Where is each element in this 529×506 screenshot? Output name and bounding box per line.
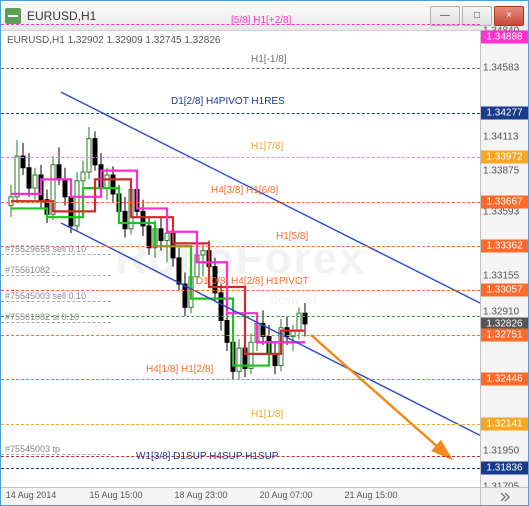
watermark-sub: —— ПРОГНОЗ —— ПОЛУЧИ xyxy=(165,295,317,307)
x-tick: 21 Aug 15:00 xyxy=(344,490,397,500)
y-price-box: 1.34888 xyxy=(481,31,528,44)
level-label: H1[5/8] xyxy=(276,231,308,242)
trade-line xyxy=(1,322,111,323)
x-tick: 14 Aug 2014 xyxy=(6,490,57,500)
trade-label: #75545003 sell 0.10 xyxy=(5,291,86,301)
trade-line xyxy=(1,301,111,302)
y-axis: 1.348401.345831.341131.338751.335931.331… xyxy=(480,31,528,487)
y-price-box: 1.33667 xyxy=(481,195,528,208)
x-tick: 18 Aug 23:00 xyxy=(174,490,227,500)
grid-line xyxy=(1,68,480,69)
y-price-box: 1.33972 xyxy=(481,151,528,164)
x-tick: 20 Aug 07:00 xyxy=(259,490,312,500)
level-label: D1[2/8] H4PIVOT H1RES xyxy=(171,96,285,107)
x-axis: 14 Aug 2014 15 Aug 15:00 18 Aug 23:00 20 Au… xyxy=(1,487,480,505)
maximize-button[interactable]: □ xyxy=(462,6,492,26)
level-label: H1[-1/8] xyxy=(251,54,287,65)
y-price-box: 1.32446 xyxy=(481,373,528,386)
level-label: W1[3/8] D1SUP H4SUP H1SUP xyxy=(136,451,278,462)
trade-line xyxy=(1,454,111,455)
grid-line xyxy=(1,157,480,158)
trade-label: #75561082 .. xyxy=(5,265,58,275)
y-tick: 1.34583 xyxy=(483,63,519,74)
trade-line xyxy=(1,254,111,255)
grid-line xyxy=(1,379,480,380)
level-label: H1[1/8] xyxy=(251,409,283,420)
level-label: [5/8] H1[+2/8] xyxy=(231,15,291,26)
y-price-box: 1.33057 xyxy=(481,284,528,297)
y-price-box: 1.31836 xyxy=(481,461,528,474)
y-tick: 1.32910 xyxy=(483,306,519,317)
grid-line xyxy=(1,202,480,203)
y-price-box: 1.33362 xyxy=(481,239,528,252)
level-label: D1[0/8] H4[2/8] H1PIVOT xyxy=(196,276,309,287)
close-button[interactable]: × xyxy=(494,6,524,26)
grid-line xyxy=(1,113,480,114)
y-tick: 1.33875 xyxy=(483,166,519,177)
grid-line xyxy=(1,424,480,425)
chart-icon xyxy=(5,8,21,24)
trade-line xyxy=(1,275,111,276)
trade-label: #75561082 sl 0.10 xyxy=(5,312,79,322)
y-price-box: 1.32141 xyxy=(481,417,528,430)
minimize-button[interactable]: — xyxy=(430,6,460,26)
y-tick: 1.33155 xyxy=(483,271,519,282)
grid-line xyxy=(1,468,480,469)
window-title: EURUSD,H1 xyxy=(27,9,428,23)
chart-area: RoboForex —— ПРОГНОЗ —— ПОЛУЧИ EURUSD,H1… xyxy=(1,31,528,505)
chart-plot[interactable]: RoboForex —— ПРОГНОЗ —— ПОЛУЧИ EURUSD,H1… xyxy=(1,31,480,487)
chart-window: EURUSD,H1 — □ × RoboForex —— ПРОГНОЗ —— … xyxy=(0,0,529,506)
x-tick: 15 Aug 15:00 xyxy=(89,490,142,500)
level-label: H4[1/8] H1[2/8] xyxy=(146,364,213,375)
symbol-ohlc-label: EURUSD,H1 1.32902 1.32909 1.32745 1.3282… xyxy=(7,35,221,46)
y-price-box: 1.34277 xyxy=(481,106,528,119)
level-label: H1[7/8] xyxy=(251,141,283,152)
trade-label: #75529658 sell 0.10 xyxy=(5,244,86,254)
y-price-box: 1.32751 xyxy=(481,328,528,341)
grid-line xyxy=(1,335,480,336)
y-tick: 1.34113 xyxy=(483,131,518,142)
trade-label: #75545003 tp xyxy=(5,444,60,454)
scroll-corner[interactable] xyxy=(480,487,528,505)
level-label: H4[3/8] H1[6/8] xyxy=(211,185,278,196)
y-tick: 1.33593 xyxy=(483,207,519,218)
y-tick: 1.31950 xyxy=(483,446,519,457)
